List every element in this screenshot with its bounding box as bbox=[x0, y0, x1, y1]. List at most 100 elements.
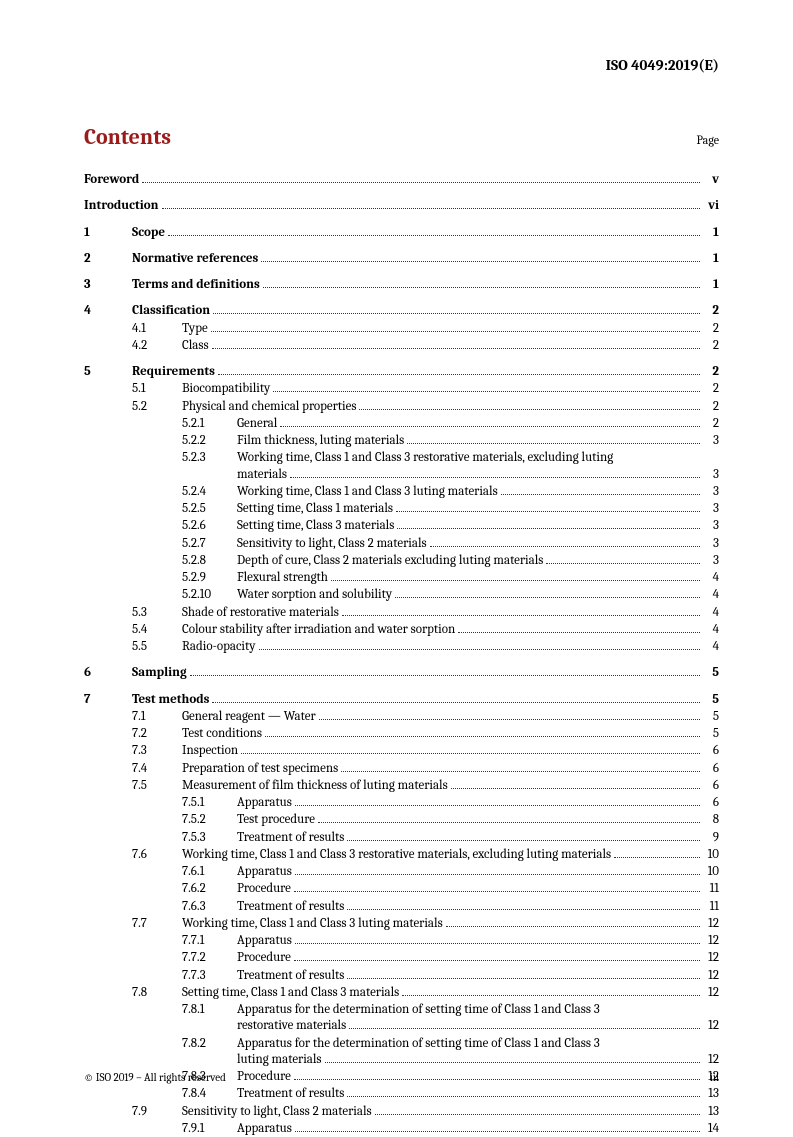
toc-entry[interactable]: 6 Sampling 5 bbox=[84, 665, 719, 681]
toc-num: 4 bbox=[84, 303, 132, 319]
toc-entry[interactable]: 5 Requirements 2 bbox=[84, 364, 719, 380]
toc-title: Class bbox=[182, 338, 209, 354]
toc-entry[interactable]: 5.2.9 Flexural strength 4 bbox=[84, 570, 719, 586]
toc-entry[interactable]: 7.9 Sensitivity to light, Class 2 materi… bbox=[84, 1104, 719, 1120]
toc-entry[interactable]: 7.5.3 Treatment of results 9 bbox=[84, 830, 719, 846]
toc-title: Measurement of film thickness of luting … bbox=[182, 778, 448, 794]
toc-title: Classification bbox=[132, 303, 210, 319]
toc-entry[interactable]: 7.4 Preparation of test specimens 6 bbox=[84, 761, 719, 777]
toc-title: General bbox=[237, 416, 277, 432]
toc-title-cont: luting materials bbox=[237, 1052, 322, 1068]
toc-entry[interactable]: 7.7.2 Procedure 12 bbox=[84, 950, 719, 966]
toc-page: 4 bbox=[703, 622, 719, 638]
toc-entry[interactable]: 3 Terms and definitions 1 bbox=[84, 277, 719, 293]
toc-entry[interactable]: 1 Scope 1 bbox=[84, 225, 719, 241]
toc-num: 5.1 bbox=[132, 381, 182, 397]
toc-entry[interactable]: 7.5.1 Apparatus 6 bbox=[84, 795, 719, 811]
toc-dots bbox=[263, 287, 700, 288]
toc-entry[interactable]: 5.5 Radio-opacity 4 bbox=[84, 639, 719, 655]
toc-entry[interactable]: 7.6 Working time, Class 1 and Class 3 re… bbox=[84, 847, 719, 863]
document-id: ISO 4049:2019(E) bbox=[84, 56, 719, 74]
toc-entry[interactable]: 4 Classification 2 bbox=[84, 303, 719, 319]
toc-entry[interactable]: 7.7.1 Apparatus 12 bbox=[84, 933, 719, 949]
toc-dots bbox=[318, 822, 700, 823]
toc-entry[interactable]: Foreword v bbox=[84, 172, 719, 188]
toc-page: 2 bbox=[703, 338, 719, 354]
toc-dots bbox=[407, 443, 700, 444]
toc-title: Treatment of results bbox=[237, 1086, 344, 1102]
toc-page: 5 bbox=[703, 709, 719, 725]
toc-entry[interactable]: 5.2.3 Working time, Class 1 and Class 3 … bbox=[84, 450, 719, 483]
toc-entry[interactable]: 5.2.1 General 2 bbox=[84, 416, 719, 432]
toc-page: 8 bbox=[703, 812, 719, 828]
toc-page: 3 bbox=[703, 484, 719, 500]
toc-entry[interactable]: 7.7.3 Treatment of results 12 bbox=[84, 968, 719, 984]
toc-num: 7.4 bbox=[132, 761, 182, 777]
toc-entry[interactable]: 5.2.6 Setting time, Class 3 materials 3 bbox=[84, 518, 719, 534]
toc-num: 7.8 bbox=[132, 985, 182, 1001]
toc-title: Biocompatibility bbox=[182, 381, 270, 397]
toc-dots bbox=[259, 649, 700, 650]
toc-num: 7.7.1 bbox=[182, 933, 237, 949]
toc-dots bbox=[342, 615, 700, 616]
toc-entry[interactable]: 7.8.4 Treatment of results 13 bbox=[84, 1086, 719, 1102]
toc-num: 7.5.1 bbox=[182, 795, 237, 811]
toc-entry[interactable]: 7.2 Test conditions 5 bbox=[84, 726, 719, 742]
toc-entry[interactable]: 5.2.7 Sensitivity to light, Class 2 mate… bbox=[84, 536, 719, 552]
toc-entry[interactable]: 5.2.8 Depth of cure, Class 2 materials e… bbox=[84, 553, 719, 569]
toc-entry[interactable]: Introduction vi bbox=[84, 198, 719, 214]
toc-entry[interactable]: 4.1 Type 2 bbox=[84, 321, 719, 337]
toc-entry[interactable]: 7 Test methods 5 bbox=[84, 692, 719, 708]
toc-entry[interactable]: 7.8 Setting time, Class 1 and Class 3 ma… bbox=[84, 985, 719, 1001]
toc-entry[interactable]: 7.9.1 Apparatus 14 bbox=[84, 1121, 719, 1137]
toc-entry[interactable]: 7.3 Inspection 6 bbox=[84, 743, 719, 759]
toc-entry[interactable]: 5.4 Colour stability after irradiation a… bbox=[84, 622, 719, 638]
toc-entry[interactable]: 7.8.1 Apparatus for the determination of… bbox=[84, 1002, 719, 1035]
toc-entry[interactable]: 5.2 Physical and chemical properties 2 bbox=[84, 399, 719, 415]
toc-num: 7.8.2 bbox=[182, 1036, 237, 1052]
toc-num: 7.8.4 bbox=[182, 1086, 237, 1102]
toc-entry[interactable]: 7.6.3 Treatment of results 11 bbox=[84, 899, 719, 915]
toc-num: 5.2.5 bbox=[182, 501, 237, 517]
toc-entry[interactable]: 5.2.5 Setting time, Class 1 materials 3 bbox=[84, 501, 719, 517]
toc-dots bbox=[162, 208, 700, 209]
toc-title: Setting time, Class 1 materials bbox=[237, 501, 393, 517]
toc-dots bbox=[190, 675, 700, 676]
toc-entry[interactable]: 7.8.2 Apparatus for the determination of… bbox=[84, 1036, 719, 1069]
toc-page: 4 bbox=[703, 570, 719, 586]
toc-entry[interactable]: 5.2.4 Working time, Class 1 and Class 3 … bbox=[84, 484, 719, 500]
toc-num: 5.2.3 bbox=[182, 450, 237, 466]
toc-entry[interactable]: 7.6.1 Apparatus 10 bbox=[84, 864, 719, 880]
toc-entry[interactable]: 7.1 General reagent — Water 5 bbox=[84, 709, 719, 725]
toc-entry[interactable]: 5.2.2 Film thickness, luting materials 3 bbox=[84, 433, 719, 449]
toc-dots bbox=[212, 348, 700, 349]
toc-page: 10 bbox=[703, 864, 719, 880]
toc-num: 5.2.4 bbox=[182, 484, 237, 500]
toc-title: Introduction bbox=[84, 198, 159, 214]
toc-entry[interactable]: 4.2 Class 2 bbox=[84, 338, 719, 354]
toc-page: 6 bbox=[703, 761, 719, 777]
toc-entry[interactable]: 7.7 Working time, Class 1 and Class 3 lu… bbox=[84, 916, 719, 932]
toc-dots bbox=[290, 477, 700, 478]
toc-title: Test methods bbox=[132, 692, 209, 708]
toc-page: 6 bbox=[703, 795, 719, 811]
toc-num: 7 bbox=[84, 692, 132, 708]
toc-title: Normative references bbox=[132, 251, 258, 267]
toc-num: 7.3 bbox=[132, 743, 182, 759]
toc-entry[interactable]: 7.5 Measurement of film thickness of lut… bbox=[84, 778, 719, 794]
toc-entry[interactable]: 5.3 Shade of restorative materials 4 bbox=[84, 605, 719, 621]
toc-entry[interactable]: 5.1 Biocompatibility 2 bbox=[84, 381, 719, 397]
toc-dots bbox=[211, 331, 700, 332]
toc-entry[interactable]: 7.6.2 Procedure 11 bbox=[84, 881, 719, 897]
toc-entry[interactable]: 7.5.2 Test procedure 8 bbox=[84, 812, 719, 828]
toc-dots bbox=[241, 753, 700, 754]
toc-title: Preparation of test specimens bbox=[182, 761, 338, 777]
toc-title: Procedure bbox=[237, 881, 291, 897]
table-of-contents: Foreword v Introduction vi 1 Scope 1 2 N… bbox=[84, 172, 719, 1137]
toc-dots bbox=[142, 182, 700, 183]
toc-entry[interactable]: 5.2.10 Water sorption and solubility 4 bbox=[84, 587, 719, 603]
toc-page: 4 bbox=[703, 639, 719, 655]
toc-dots bbox=[331, 580, 700, 581]
toc-num: 5.2.7 bbox=[182, 536, 237, 552]
toc-entry[interactable]: 2 Normative references 1 bbox=[84, 251, 719, 267]
